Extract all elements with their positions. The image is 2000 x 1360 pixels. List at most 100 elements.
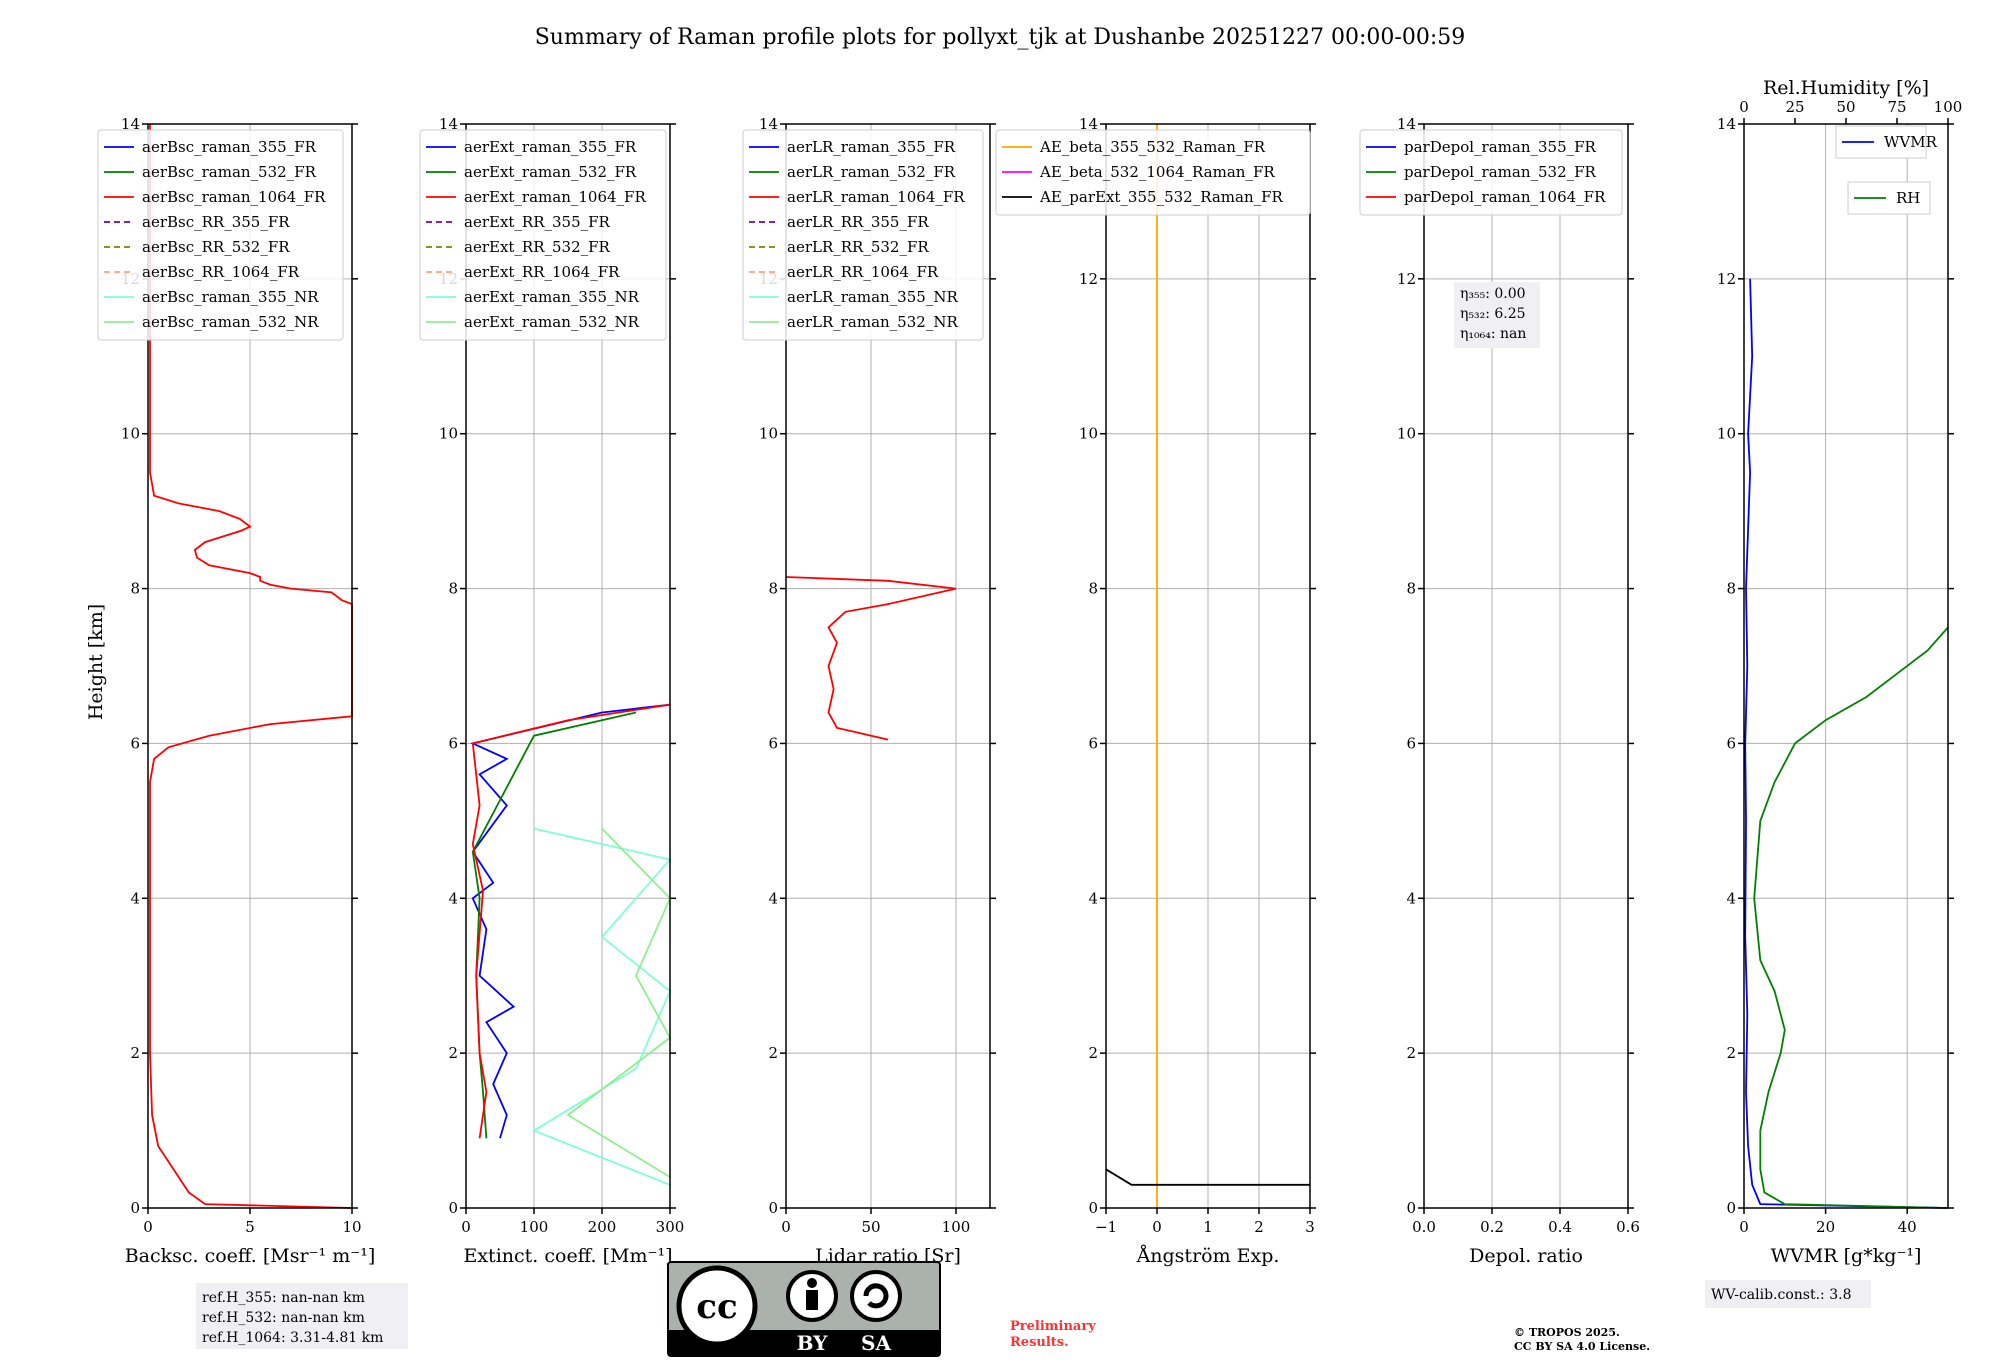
y-tick-label: 6 [1088, 734, 1098, 752]
x-tick-label: 2 [1254, 1218, 1264, 1236]
y-tick-label: 10 [759, 425, 778, 443]
legend-entry: aerLR_raman_355_FR [787, 138, 956, 156]
x-tick-label: 0 [1739, 1218, 1749, 1236]
legend-entry: aerBsc_raman_532_NR [142, 313, 319, 331]
y-tick-label: 6 [768, 734, 778, 752]
cc-icon-text: cc [696, 1287, 737, 1327]
x-axis-label: Backsc. coeff. [Msr⁻¹ m⁻¹] [125, 1245, 376, 1267]
legend-entry: aerExt_RR_355_FR [464, 213, 611, 231]
plot-frame [1105, 123, 1311, 1209]
legend-entry: aerBsc_RR_532_FR [142, 238, 290, 256]
ref-height-355: ref.H_355: nan-nan km [202, 1290, 365, 1306]
ref-height-box: ref.H_355: nan-nan km ref.H_532: nan-nan… [196, 1283, 408, 1349]
x-tick-label: 50 [861, 1218, 880, 1236]
y-tick-label: 4 [1088, 889, 1098, 907]
by-icon-head [807, 1278, 817, 1288]
series-aerExt_raman_1064_FR [471, 703, 671, 1139]
panel-5: 0 2 4 6 8 10 12 14 0.0 0.2 0.4 0.6 Depol. ratio parDe… [1359, 115, 1640, 1267]
plot-frame [1423, 123, 1629, 1209]
wv-calib-text: WV-calib.const.: 3.8 [1711, 1287, 1851, 1303]
series-RH [1753, 626, 1949, 1209]
y-tick-label: 6 [130, 734, 140, 752]
by-icon-body [806, 1290, 818, 1310]
y-tick-label: 0 [1726, 1199, 1736, 1217]
plot-frame [147, 123, 353, 1209]
legend-entry: AE_beta_532_1064_Raman_FR [1039, 163, 1275, 181]
x-tick-label: 5 [245, 1218, 255, 1236]
y-tick-label: 4 [130, 889, 140, 907]
eta-532: η₅₃₂: 6.25 [1460, 306, 1526, 322]
y-tick-label: 10 [121, 425, 140, 443]
ref-height-box-bg [196, 1283, 408, 1349]
legend-entry: aerLR_raman_532_FR [787, 163, 956, 181]
preliminary-line-2: Results. [1010, 1335, 1069, 1350]
x-tick-label: 3 [1305, 1218, 1315, 1236]
x-axis-label: Ångström Exp. [1136, 1245, 1280, 1267]
y-tick-label: 8 [130, 580, 140, 598]
y-tick-label: 14 [1397, 115, 1416, 133]
legend-entry: aerBsc_raman_355_FR [142, 138, 317, 156]
y-tick-label: 14 [121, 115, 140, 133]
y-tick-label: 6 [1406, 734, 1416, 752]
legend-entry: aerExt_raman_355_FR [464, 138, 637, 156]
legend-entry: aerExt_raman_1064_FR [464, 188, 646, 206]
y-tick-label: 10 [439, 425, 458, 443]
y-tick-label: 12 [1397, 270, 1416, 288]
legend-box [419, 129, 667, 341]
legend-entry: aerLR_RR_1064_FR [787, 263, 939, 281]
wv-calib-bg [1705, 1280, 1871, 1308]
y-tick-label: 2 [130, 1044, 140, 1062]
sa-label: SA [861, 1331, 891, 1355]
y-tick-label: 8 [448, 580, 458, 598]
legend-entry: RH [1896, 189, 1920, 207]
y-tick-label: 14 [759, 115, 778, 133]
y-tick-label: 8 [1726, 580, 1736, 598]
legend-entry: aerExt_RR_532_FR [464, 238, 611, 256]
x-tick-label: 0.6 [1616, 1218, 1640, 1236]
x-tick-label: 0 [461, 1218, 471, 1236]
sa-icon [850, 1270, 902, 1322]
legend-entry: AE_parExt_355_532_Raman_FR [1039, 188, 1284, 206]
x-tick-label: 100 [942, 1218, 971, 1236]
legend-box [1359, 129, 1623, 216]
y-tick-label: 0 [1406, 1199, 1416, 1217]
top-x-tick-label: 25 [1785, 98, 1804, 116]
y-tick-label: 0 [768, 1199, 778, 1217]
legend-entry: aerExt_raman_355_NR [464, 288, 640, 306]
preliminary-line-1: Preliminary [1010, 1319, 1096, 1334]
x-tick-label: 40 [1898, 1218, 1917, 1236]
panel-1: 024681012140510Backsc. coeff. [Msr⁻¹ m⁻¹… [97, 115, 376, 1267]
top-x-tick-label: 100 [1934, 98, 1963, 116]
x-tick-label: −1 [1095, 1218, 1117, 1236]
panel-3: 02468101214050100Lidar ratio [Sr]aerLR_r… [742, 115, 996, 1267]
y-tick-label: 4 [768, 889, 778, 907]
legend-entry: parDepol_raman_355_FR [1404, 138, 1597, 156]
figure-title: Summary of Raman profile plots for polly… [535, 25, 1466, 50]
plot-frame [1743, 123, 1949, 1209]
y-tick-label: 12 [1717, 270, 1736, 288]
top-x-tick-label: 75 [1887, 98, 1906, 116]
y-tick-label: 6 [448, 734, 458, 752]
legend-box [97, 129, 344, 341]
y-tick-label: 8 [768, 580, 778, 598]
x-tick-label: 0 [143, 1218, 153, 1236]
legend-entry: aerBsc_raman_1064_FR [142, 188, 326, 206]
legend-entry: aerLR_raman_1064_FR [787, 188, 965, 206]
x-tick-label: 300 [656, 1218, 685, 1236]
x-tick-label: 20 [1816, 1218, 1835, 1236]
legend-entry: aerBsc_RR_355_FR [142, 213, 290, 231]
legend-entry: aerLR_RR_355_FR [787, 213, 929, 231]
y-tick-label: 6 [1726, 734, 1736, 752]
cc-license-badge[interactable]: cc BY SA [667, 1261, 941, 1357]
y-tick-label: 0 [130, 1199, 140, 1217]
x-tick-label: 0 [1152, 1218, 1162, 1236]
series-aerBsc_raman_1064_FR [149, 124, 353, 1209]
y-axis-label: Height [km] [85, 604, 107, 720]
legend-box [742, 129, 984, 341]
y-tick-label: 0 [1088, 1199, 1098, 1217]
series-WVMR [1744, 278, 1949, 1209]
top-x-tick-label: 0 [1739, 98, 1749, 116]
y-tick-label: 2 [1406, 1044, 1416, 1062]
